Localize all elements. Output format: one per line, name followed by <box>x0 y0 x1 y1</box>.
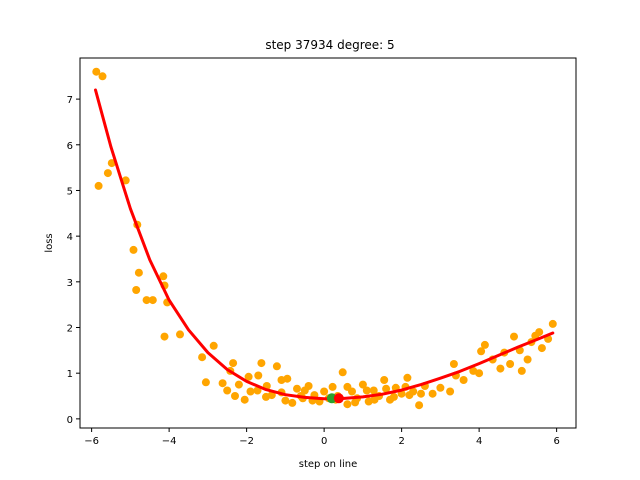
data-point <box>320 387 329 396</box>
data-point <box>254 371 263 380</box>
data-point <box>343 400 352 409</box>
data-point <box>142 296 151 305</box>
x-tick-label: 2 <box>398 436 404 447</box>
data-point <box>262 392 270 401</box>
data-point <box>201 378 210 387</box>
data-point <box>449 360 458 368</box>
data-point <box>244 372 253 381</box>
data-point <box>231 392 239 400</box>
data-point <box>537 344 546 353</box>
plot-frame <box>79 57 577 429</box>
y-tick-label: 2 <box>67 324 73 335</box>
data-point <box>548 319 557 328</box>
y-tick-label: 7 <box>67 95 73 106</box>
current-point <box>333 393 344 404</box>
data-point <box>517 366 526 375</box>
data-point <box>343 382 352 391</box>
data-point <box>94 181 103 190</box>
data-point <box>382 384 391 393</box>
data-point <box>523 355 532 364</box>
data-point <box>159 272 168 281</box>
fit-curve-group <box>94 88 555 401</box>
data-point <box>389 392 398 401</box>
data-point <box>218 379 227 388</box>
data-point <box>351 398 360 407</box>
data-point <box>293 384 301 393</box>
data-point <box>415 401 424 410</box>
plot-area <box>80 58 576 428</box>
chart-title: step 37934 degree: 5 <box>265 38 394 52</box>
data-point <box>300 386 309 395</box>
data-point <box>229 359 238 368</box>
data-point <box>403 373 412 382</box>
data-point <box>198 353 207 362</box>
y-tick-label: 6 <box>67 141 73 152</box>
data-point <box>160 332 169 341</box>
data-point <box>446 387 455 396</box>
data-point <box>129 245 138 254</box>
x-axis-label: step on line <box>299 459 358 470</box>
x-tick-label: −6 <box>84 436 99 447</box>
data-point <box>328 382 337 391</box>
data-point <box>496 364 505 373</box>
x-tick-label: 0 <box>321 436 327 447</box>
data-point <box>246 387 255 396</box>
x-tick-label: −4 <box>162 436 177 447</box>
y-tick-label: 1 <box>67 369 73 380</box>
data-point <box>134 268 143 277</box>
x-tick-label: 6 <box>553 436 559 447</box>
data-point <box>436 383 445 392</box>
data-point <box>477 347 486 356</box>
fit-curve <box>94 88 555 401</box>
data-point <box>405 391 414 400</box>
data-point <box>234 380 243 389</box>
data-point <box>428 389 437 398</box>
data-point <box>510 332 518 341</box>
data-point <box>223 386 232 395</box>
data-point <box>370 395 379 404</box>
y-tick-label: 5 <box>67 186 73 197</box>
data-point <box>148 296 157 305</box>
data-point <box>362 386 371 395</box>
data-point <box>277 376 286 384</box>
data-point <box>103 169 112 178</box>
y-tick-label: 0 <box>67 415 73 426</box>
axes: −6 −4 −2 0 2 4 6 0 1 2 3 4 5 6 7 <box>67 57 577 447</box>
data-point <box>121 176 130 185</box>
data-point <box>209 341 218 350</box>
data-point <box>257 359 266 368</box>
data-point <box>480 340 489 349</box>
x-tick-label: −2 <box>239 436 254 447</box>
data-point <box>272 362 281 371</box>
data-point <box>506 360 515 368</box>
data-point <box>380 376 389 384</box>
data-point <box>459 376 468 384</box>
plot-background <box>80 58 576 428</box>
data-point <box>176 330 184 339</box>
data-point <box>535 328 544 337</box>
data-point <box>132 286 141 294</box>
y-tick-label: 4 <box>67 232 73 243</box>
current-markers <box>326 393 344 404</box>
data-point <box>475 369 484 378</box>
data-point <box>240 395 249 404</box>
data-point <box>281 396 290 405</box>
data-point <box>288 398 297 407</box>
data-point <box>338 368 347 377</box>
data-point <box>417 389 425 398</box>
data-point <box>358 380 367 389</box>
data-point <box>107 159 116 168</box>
data-point <box>253 386 262 395</box>
data-point <box>98 72 107 81</box>
data-point <box>369 386 378 395</box>
y-axis-label: loss <box>44 233 55 252</box>
reference-point <box>326 393 337 404</box>
data-point <box>92 67 101 76</box>
x-tick-label: 4 <box>476 436 482 447</box>
y-tick-label: 3 <box>67 278 73 289</box>
